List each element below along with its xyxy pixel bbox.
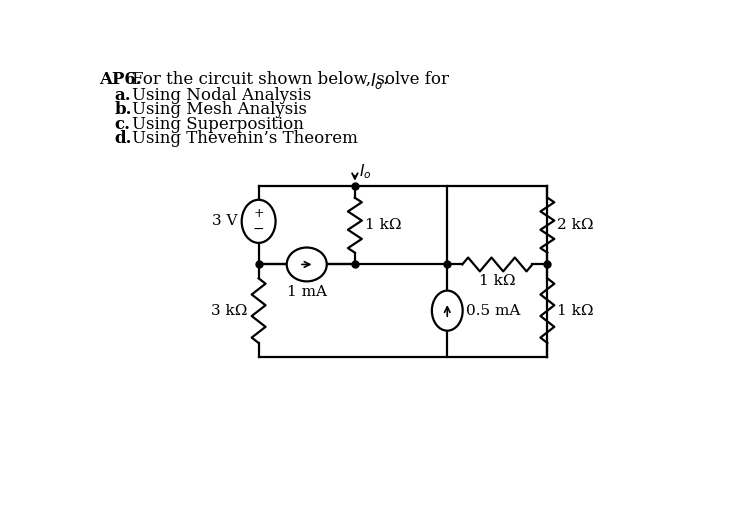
Text: Using Thevenin’s Theorem: Using Thevenin’s Theorem bbox=[131, 131, 358, 148]
Ellipse shape bbox=[432, 290, 463, 331]
Text: 3 V: 3 V bbox=[212, 214, 237, 229]
Ellipse shape bbox=[287, 248, 327, 281]
Text: .: . bbox=[383, 71, 388, 88]
Text: AP6.: AP6. bbox=[99, 71, 142, 88]
Text: $I_o$: $I_o$ bbox=[359, 163, 372, 181]
Text: 0.5 mA: 0.5 mA bbox=[466, 304, 520, 317]
Text: Using Mesh Analysis: Using Mesh Analysis bbox=[131, 101, 307, 118]
Text: c.: c. bbox=[115, 116, 131, 133]
Text: b.: b. bbox=[115, 101, 132, 118]
Text: 2 kΩ: 2 kΩ bbox=[558, 218, 594, 232]
Text: +: + bbox=[253, 207, 264, 220]
Text: −: − bbox=[253, 222, 264, 236]
Text: Using Superposition: Using Superposition bbox=[131, 116, 304, 133]
Text: a.: a. bbox=[115, 87, 131, 104]
Text: 1 kΩ: 1 kΩ bbox=[558, 304, 594, 317]
Text: d.: d. bbox=[115, 131, 132, 148]
Text: Using Nodal Analysis: Using Nodal Analysis bbox=[131, 87, 311, 104]
Text: $I_o$: $I_o$ bbox=[370, 71, 384, 91]
Text: 1 kΩ: 1 kΩ bbox=[479, 275, 515, 288]
Text: For the circuit shown below, solve for: For the circuit shown below, solve for bbox=[131, 71, 454, 88]
Text: 1 kΩ: 1 kΩ bbox=[365, 218, 402, 232]
Text: 3 kΩ: 3 kΩ bbox=[212, 304, 248, 317]
Ellipse shape bbox=[242, 200, 275, 243]
Text: 1 mA: 1 mA bbox=[287, 285, 327, 299]
